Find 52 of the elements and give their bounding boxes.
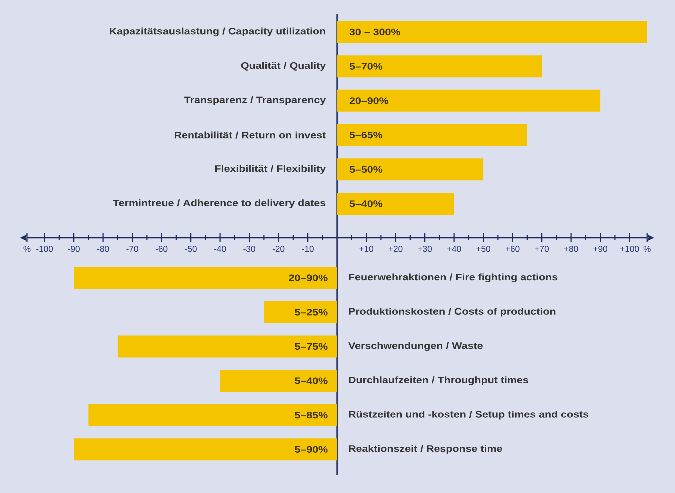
x-tick-label: -20: [272, 246, 285, 252]
x-tick-label: +60: [506, 246, 520, 252]
x-tick-label: -60: [156, 246, 168, 252]
annotation: 5–65%: [350, 132, 383, 139]
y-tick-label: Produktionskosten / Costs of production: [349, 308, 556, 317]
x-tick-label: %: [644, 246, 651, 252]
x-tick-label: +10: [360, 246, 374, 252]
annotation: 5–85%: [295, 412, 328, 419]
y-tick-label: Kapazitätsauslastung / Capacity utilization: [110, 28, 326, 37]
x-tick-label: +40: [447, 246, 462, 252]
x-tick-label: -80: [97, 246, 110, 252]
annotation: 30 – 300%: [350, 28, 400, 36]
annotation: 5–70%: [350, 63, 383, 70]
bar: [337, 90, 601, 112]
annotation: 20–90%: [289, 274, 328, 282]
x-tick-label: -100: [36, 246, 54, 252]
y-tick-label: Qualität / Quality: [241, 62, 326, 71]
y-tick-label: Durchlaufzeiten / Throughput times: [349, 376, 528, 386]
bar: [337, 56, 542, 78]
x-tick-label: -10: [302, 246, 314, 252]
annotation: 5–40%: [350, 200, 383, 208]
y-tick-label: Flexibilität / Flexibility: [215, 165, 326, 174]
bar: [337, 124, 528, 146]
x-tick-label: +100: [620, 246, 640, 252]
bar: [337, 192, 454, 215]
x-tick-label: -70: [126, 246, 138, 252]
annotation: 5–90%: [295, 446, 328, 453]
annotation: 5–75%: [295, 343, 328, 350]
annotation: 5–25%: [295, 309, 328, 316]
annotation: 5–40%: [295, 378, 328, 384]
y-tick-label: Transparenz / Transparency: [184, 96, 326, 106]
x-tick-label: -90: [68, 246, 80, 252]
y-tick-label: Feuerwehraktionen / Fire fighting actions: [349, 274, 558, 283]
y-tick-label: Termintreue / Adherence to delivery dates: [113, 200, 326, 208]
x-tick-label: +50: [476, 246, 491, 252]
y-tick-label: Verschwendungen / Waste: [348, 342, 483, 352]
x-tick-label: +30: [418, 246, 432, 252]
x-tick-label: -40: [214, 246, 226, 252]
bar: [337, 21, 648, 44]
y-tick-label: Rentabilität / Return on invest: [175, 132, 326, 139]
x-tick-label: +70: [535, 246, 550, 252]
x-tick-label: +80: [564, 246, 578, 252]
annotation: 5–50%: [350, 166, 383, 173]
x-tick-label: +90: [594, 246, 608, 252]
x-tick-label: +20: [388, 246, 403, 252]
x-tick-label: -30: [244, 246, 256, 252]
y-tick-label: Rüstzeiten und -kosten / Setup times and costs: [349, 410, 589, 420]
bar: [337, 158, 484, 181]
annotation: 20–90%: [350, 98, 389, 104]
y-tick-label: Reaktionszeit / Response time: [349, 445, 502, 454]
x-tick-label: -50: [185, 246, 197, 252]
x-tick-label: %: [24, 246, 31, 252]
